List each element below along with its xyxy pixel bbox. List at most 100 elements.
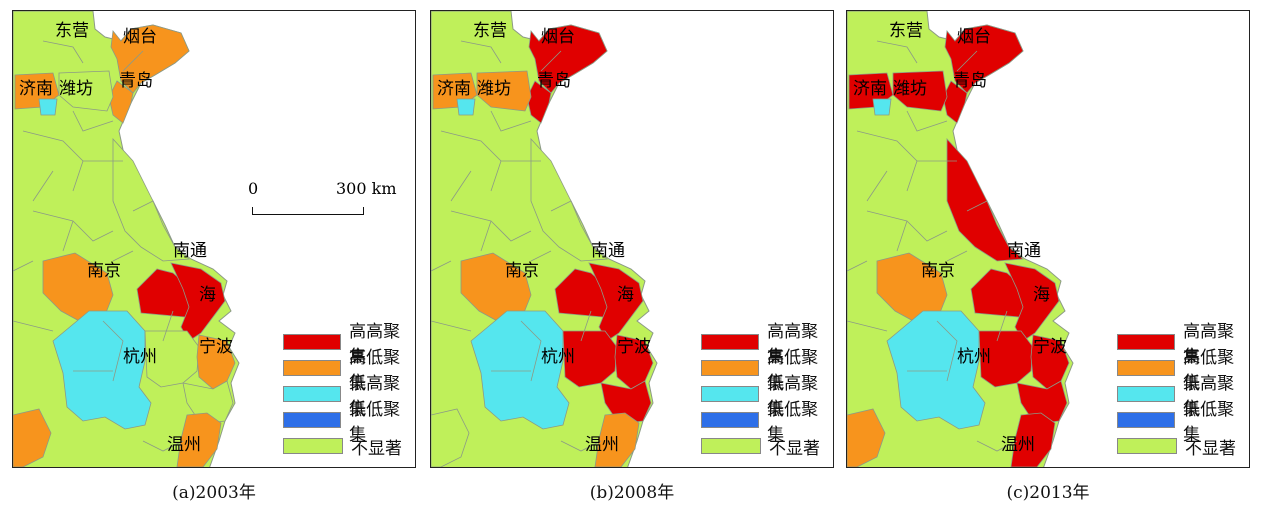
legend: 高高聚集 高低聚集 低高聚集 低低聚集 不显著 (283, 322, 415, 459)
legend-item: 不显著 (701, 433, 833, 459)
legend-item: 低低聚集 (283, 400, 415, 445)
legend: 高高聚集 高低聚集 低高聚集 低低聚集 不显著 (701, 322, 833, 459)
legend-swatch (1117, 360, 1176, 376)
panel-caption: (b)2008年 (589, 483, 675, 503)
region-shandong-ne (528, 24, 608, 94)
map-panel: 东营 烟台 济南 潍坊 青岛 南通 南京海杭州 宁波 温州 高高聚集 高低聚集 低高聚集 低低聚集 不显著 (846, 10, 1250, 468)
legend-label: 低低聚集 (767, 400, 819, 445)
legend-swatch (701, 360, 760, 376)
region-shandong-ne (944, 24, 1024, 94)
region-jinan-spot (38, 98, 58, 116)
city-label-nanjing: 南京 (921, 261, 955, 281)
region-shanghai-core (170, 262, 226, 342)
legend-swatch (701, 438, 761, 454)
region-jiangsu-n (112, 137, 190, 262)
legend-swatch (701, 334, 760, 350)
city-label-nantong: 南通 (1007, 241, 1041, 261)
region-zhejiang-w (52, 310, 152, 430)
city-label-hangzhou: 杭州 (541, 347, 575, 367)
legend-item: 不显著 (1117, 433, 1249, 459)
region-weifang (476, 70, 532, 112)
legend-label: 不显著 (769, 438, 820, 459)
legend-swatch (283, 334, 342, 350)
county-borders (13, 40, 184, 452)
map-panel: 东营 烟台 济南 潍坊 青岛 南通 南京海杭州 宁波 温州 高高聚集 高低聚集 低高聚集 低低聚集 不显著 (430, 10, 834, 468)
region-wenzhou (1010, 412, 1056, 467)
region-zhejiang-w (886, 310, 986, 430)
region-south-coast (182, 380, 234, 424)
city-label-dongying: 东营 (889, 21, 923, 41)
city-label-shanghai: 海 (617, 285, 634, 305)
legend-item: 低低聚集 (701, 400, 833, 445)
city-label-jinan: 济南 (437, 79, 471, 99)
city-label-dongying: 东营 (55, 21, 89, 41)
panel-caption: (c)2013年 (1006, 483, 1090, 503)
city-label-weifang: 潍坊 (59, 79, 93, 99)
county-borders (847, 40, 1018, 452)
legend-label: 不显著 (1185, 438, 1236, 459)
legend-item: 高高聚集 (701, 322, 833, 367)
region-jiangsu-n (946, 137, 1024, 262)
panel-caption: (a)2003年 (172, 483, 256, 503)
city-label-qingdao: 青岛 (119, 71, 153, 91)
region-shanghai-core (588, 262, 644, 342)
legend-swatch (701, 412, 760, 428)
legend-swatch (1117, 438, 1177, 454)
region-shanghai-core (1004, 262, 1060, 342)
region-weifang (58, 70, 114, 112)
legend-item: 高高聚集 (1117, 322, 1249, 367)
city-label-jinan: 济南 (19, 79, 53, 99)
city-label-hangzhou: 杭州 (123, 347, 157, 367)
scale-end-label: 300 km (336, 179, 397, 198)
scale-bar-line (252, 207, 364, 215)
region-jiangsu-n (530, 137, 608, 262)
region-south-coast (1016, 380, 1068, 424)
region-jinan-spot (872, 98, 892, 116)
legend-item: 低高聚集 (701, 374, 833, 419)
region-south-coast (600, 380, 652, 424)
region-zhejiang-w (470, 310, 570, 430)
region-wenzhou (594, 412, 640, 467)
city-label-shanghai: 海 (199, 285, 216, 305)
city-label-nantong: 南通 (591, 241, 625, 261)
legend-item: 高高聚集 (283, 322, 415, 367)
county-borders (431, 40, 602, 452)
region-map (847, 11, 1074, 467)
legend-label: 低高聚集 (349, 374, 401, 419)
legend-item: 低高聚集 (1117, 374, 1249, 419)
map-panel: 东营 烟台 济南 潍坊 青岛 南通 南京海杭州 宁波 温州 0 300 km 高高聚集 高低聚集 低高聚集… (12, 10, 416, 468)
legend-label: 低低聚集 (1183, 400, 1235, 445)
city-label-ningbo: 宁波 (1033, 337, 1067, 357)
legend-item: 低高聚集 (283, 374, 415, 419)
region-shaoxing (562, 330, 618, 388)
legend-label: 高高聚集 (1183, 322, 1235, 367)
region-weifang (892, 70, 948, 112)
legend-swatch (1117, 386, 1176, 402)
region-wenzhou (176, 412, 222, 467)
legend-swatch (283, 438, 343, 454)
scale-bar: 0 300 km (238, 179, 398, 219)
region-shaoxing (978, 330, 1034, 388)
region-shaoxing (144, 330, 200, 388)
city-label-yantai: 烟台 (541, 27, 575, 47)
legend-swatch (283, 412, 342, 428)
region-sw-corner (847, 408, 886, 467)
city-label-nanjing: 南京 (87, 261, 121, 281)
legend-label: 低低聚集 (349, 400, 401, 445)
legend-swatch (283, 386, 342, 402)
region-sw-corner (431, 408, 470, 467)
city-label-yantai: 烟台 (123, 27, 157, 47)
legend-swatch (283, 360, 342, 376)
legend-item: 高低聚集 (1117, 348, 1249, 393)
legend-swatch (701, 386, 760, 402)
legend-item: 低低聚集 (1117, 400, 1249, 445)
legend-swatch (1117, 412, 1176, 428)
city-label-wenzhou: 温州 (167, 435, 201, 455)
city-label-nanjing: 南京 (505, 261, 539, 281)
city-label-yantai: 烟台 (957, 27, 991, 47)
city-label-shanghai: 海 (1033, 285, 1050, 305)
city-label-jinan: 济南 (853, 79, 887, 99)
legend: 高高聚集 高低聚集 低高聚集 低低聚集 不显著 (1117, 322, 1249, 459)
legend-swatch (1117, 334, 1176, 350)
legend-item: 不显著 (283, 433, 415, 459)
